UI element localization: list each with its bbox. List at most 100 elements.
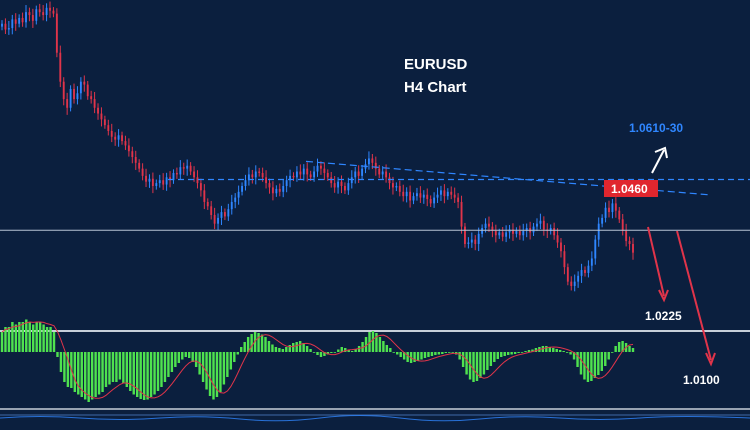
- candle: [21, 12, 24, 27]
- candle-body: [223, 212, 226, 217]
- histogram-bar: [257, 333, 260, 352]
- candle: [601, 214, 604, 228]
- candle: [103, 115, 106, 129]
- candle-body: [398, 186, 401, 192]
- candle-body: [405, 191, 408, 197]
- candle: [217, 213, 219, 230]
- candle: [145, 168, 147, 188]
- histogram-bar: [87, 352, 90, 402]
- histogram-bar: [614, 346, 617, 352]
- histogram-bar: [285, 347, 288, 352]
- candle-body: [556, 235, 559, 243]
- candle: [515, 227, 518, 238]
- candle-body: [189, 165, 192, 172]
- candle-body: [131, 151, 134, 158]
- candle: [45, 3, 48, 22]
- chart-title: EURUSD: [404, 56, 468, 73]
- histogram-bar: [444, 352, 447, 353]
- histogram-bar: [149, 352, 153, 397]
- histogram-bar: [66, 352, 70, 387]
- candle: [213, 207, 216, 230]
- candle-body: [453, 194, 456, 198]
- histogram-bar: [233, 352, 236, 362]
- candle: [182, 162, 185, 175]
- histogram-bar: [427, 352, 430, 357]
- candle-body: [121, 135, 123, 142]
- candle-body: [217, 217, 219, 224]
- candle-body: [295, 171, 298, 178]
- candle-body: [165, 177, 168, 185]
- candle: [117, 129, 120, 147]
- candle-body: [522, 230, 525, 236]
- candle: [611, 198, 614, 219]
- histogram-bar: [610, 352, 614, 353]
- candle: [477, 227, 480, 252]
- candle: [251, 169, 254, 184]
- histogram-bar: [382, 341, 385, 352]
- candle-body: [614, 203, 617, 211]
- histogram-bar: [503, 352, 506, 356]
- candle: [481, 224, 484, 238]
- candle-body: [206, 201, 209, 207]
- histogram-bar: [402, 352, 406, 360]
- candle-body: [151, 178, 154, 187]
- histogram-bar: [59, 352, 63, 372]
- histogram-bar: [222, 352, 226, 385]
- histogram-bar: [461, 352, 465, 367]
- histogram-bar: [153, 352, 156, 395]
- histogram-bar: [441, 352, 444, 354]
- candle: [306, 162, 309, 182]
- candle: [608, 200, 610, 218]
- candle: [378, 165, 381, 179]
- candle-body: [460, 201, 463, 227]
- histogram-bar: [229, 352, 233, 370]
- candle: [196, 170, 199, 189]
- candle-body: [138, 162, 141, 169]
- candle: [241, 182, 243, 196]
- histogram-bar: [73, 352, 77, 392]
- histogram-bar: [385, 345, 389, 352]
- candle: [42, 5, 45, 21]
- candle-body: [244, 180, 247, 187]
- histogram-bar: [292, 343, 295, 352]
- histogram-bar: [104, 352, 108, 387]
- candle-body: [570, 281, 573, 286]
- target-down-label-2: 1.0100: [683, 373, 720, 387]
- candle-body: [86, 84, 89, 97]
- candle-body: [251, 174, 254, 178]
- candle-body: [83, 81, 86, 85]
- candle: [254, 165, 257, 185]
- histogram-bar: [31, 324, 35, 352]
- candle: [175, 167, 178, 179]
- candle-body: [505, 232, 508, 237]
- histogram-bar: [524, 351, 527, 352]
- oscillator-pane: [0, 319, 635, 402]
- candle-body: [608, 207, 610, 213]
- candle-body: [501, 232, 504, 237]
- histogram-bar: [569, 352, 572, 355]
- candle: [93, 91, 96, 114]
- candle-body: [553, 228, 556, 236]
- candle: [532, 222, 535, 236]
- histogram-bar: [122, 352, 125, 383]
- candle: [597, 217, 600, 247]
- histogram-bar: [111, 352, 115, 382]
- candle: [446, 188, 449, 200]
- candle-body: [28, 12, 31, 16]
- histogram-bar: [590, 352, 593, 381]
- candle: [278, 183, 281, 197]
- candle-body: [340, 181, 343, 187]
- candle-body: [114, 136, 117, 140]
- candle-body: [392, 183, 394, 188]
- candle: [409, 185, 412, 208]
- candle: [172, 169, 175, 184]
- candle: [35, 5, 38, 25]
- candle: [621, 213, 624, 236]
- candle-body: [258, 171, 261, 173]
- candle: [230, 194, 233, 215]
- candle: [114, 132, 117, 146]
- candle-body: [621, 219, 624, 231]
- histogram-bar: [174, 352, 177, 367]
- histogram-bar: [156, 352, 160, 391]
